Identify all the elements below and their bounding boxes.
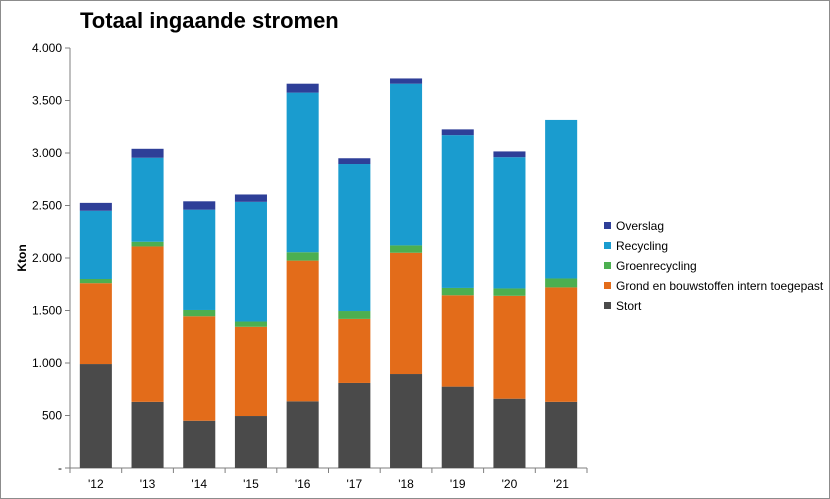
y-tick-label: 3.000 [32,146,62,160]
bar-segment [493,151,526,158]
y-tick-label: 4.000 [32,41,62,55]
bar-segment [441,287,474,296]
bar-segment [234,194,267,202]
bar-segment [338,158,371,165]
bar-segment [183,209,216,310]
x-tick-label: '20 [502,477,518,491]
x-tick-label: '15 [243,477,259,491]
bar-segment [390,83,423,246]
bar-segment [234,201,267,322]
bar-segment [131,241,164,247]
bar-segment [79,202,112,211]
bar-segment [79,210,112,279]
bar-segment [131,401,164,468]
x-tick-label: '17 [347,477,363,491]
x-tick-label: '18 [398,477,414,491]
legend-swatch [604,242,611,249]
bar-segment [286,252,319,261]
y-tick-label: - [58,461,62,475]
bar-segment [234,416,267,468]
bar-segment [390,252,423,375]
bar-segment [441,135,474,288]
y-tick-label: 2.000 [32,251,62,265]
x-tick-label: '12 [88,477,104,491]
bar-segment [131,148,164,158]
bar-segment [286,401,319,468]
bar-segment [234,321,267,327]
bar-segment [234,326,267,417]
bar-segment [286,260,319,402]
legend-swatch [604,282,611,289]
legend-label: Recycling [616,239,668,253]
legend-swatch [604,222,611,229]
bar-segment [441,129,474,136]
legend: Overslag Recycling Groenrecycling Grond en … [604,219,824,313]
bar-segment [493,288,526,296]
bar-segment [545,401,578,468]
bar-segment [183,420,216,468]
bar-segment [338,318,371,383]
x-tick-label: '21 [553,477,569,491]
bar-segment [131,157,164,242]
bar-segment [390,374,423,468]
bar-segment [545,278,578,288]
y-tick-label: 1.500 [32,304,62,318]
bar-segment [131,246,164,402]
bar-segment [79,364,112,468]
bar-segment [441,295,474,387]
bars [79,78,578,468]
bar-segment [183,309,216,317]
bar-segment [338,382,371,468]
bar-segment [183,316,216,421]
bar-segment [545,287,578,402]
bar-segment [79,279,112,284]
bar-segment [441,386,474,468]
bar-segment [493,398,526,468]
bar-segment [286,83,319,93]
bar-segment [493,295,526,399]
legend-swatch [604,262,611,269]
y-tick-label: 2.500 [32,199,62,213]
chart-title: Totaal ingaande stromen [80,8,339,33]
bar-segment [390,245,423,253]
y-tick-label: 3.500 [32,94,62,108]
y-tick-label: 1.000 [32,356,62,370]
bar-segment [390,78,423,84]
y-axis-label: Kton [15,244,29,271]
x-tick-label: '13 [140,477,156,491]
legend-label: Overslag [616,219,664,233]
bar-segment [183,201,216,210]
bar-segment [493,157,526,289]
bar-segment [79,283,112,365]
bar-segment [286,92,319,253]
x-tick-label: '14 [191,477,207,491]
legend-swatch [604,302,611,309]
legend-label: Groenrecycling [616,259,697,273]
x-tick-label: '16 [295,477,311,491]
y-tick-label: 500 [42,409,62,423]
axes: - 500 1.000 1.500 2.000 2.500 3.000 3.500 4.000 K… [15,41,588,491]
legend-label: Grond en bouwstoffen intern toegepast [616,279,824,293]
bar-segment [338,164,371,312]
bar-segment [545,119,578,279]
legend-label: Stort [616,299,642,313]
bar-segment [338,311,371,319]
x-tick-label: '19 [450,477,466,491]
